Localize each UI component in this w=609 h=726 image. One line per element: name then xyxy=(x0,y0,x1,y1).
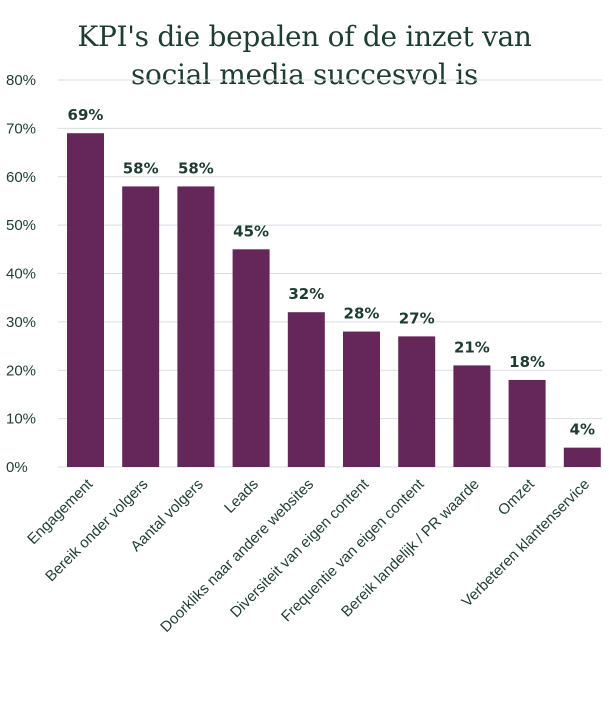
chart-title-line-2: social media succesvol is xyxy=(130,58,479,91)
bar xyxy=(287,312,325,467)
bar xyxy=(453,365,491,467)
y-tick-label: 40% xyxy=(6,266,36,283)
y-tick-label: 10% xyxy=(6,411,36,428)
data-label: 69% xyxy=(68,106,104,124)
bar xyxy=(232,249,270,467)
data-label: 45% xyxy=(233,222,269,240)
bar xyxy=(508,379,546,467)
y-tick-label: 80% xyxy=(6,72,36,89)
data-labels: 69% 58% 58% 45% 32% 28% 27% 21% 18% 4% xyxy=(68,106,595,438)
bars xyxy=(67,133,601,468)
y-tick-label: 30% xyxy=(6,314,36,331)
bar xyxy=(67,133,104,467)
bar xyxy=(398,336,436,467)
y-tick-label: 20% xyxy=(6,362,36,379)
data-label: 27% xyxy=(399,309,435,327)
y-axis-ticks: 0% 10% 20% 30% 40% 50% 60% 70% 80% xyxy=(6,72,36,476)
chart-title: KPI's die bepalen of de inzet van social… xyxy=(0,18,609,94)
category-label: Leads xyxy=(221,476,262,517)
y-tick-label: 70% xyxy=(6,120,36,137)
data-label: 4% xyxy=(570,421,595,439)
data-label: 18% xyxy=(509,353,545,371)
data-label: 32% xyxy=(288,285,324,303)
data-label: 21% xyxy=(454,338,490,356)
bar xyxy=(177,186,215,468)
bar xyxy=(122,186,160,468)
y-tick-label: 0% xyxy=(6,459,28,476)
data-label: 28% xyxy=(344,305,380,323)
data-label: 58% xyxy=(123,159,159,177)
chart-title-line-1: KPI's die bepalen of de inzet van xyxy=(77,20,532,53)
bar xyxy=(563,447,601,467)
category-label: Omzet xyxy=(495,475,539,519)
y-tick-label: 50% xyxy=(6,217,36,234)
category-label: Bereik onder volgers xyxy=(42,476,151,585)
bar xyxy=(343,331,380,467)
data-label: 58% xyxy=(178,159,214,177)
y-tick-label: 60% xyxy=(6,169,36,186)
